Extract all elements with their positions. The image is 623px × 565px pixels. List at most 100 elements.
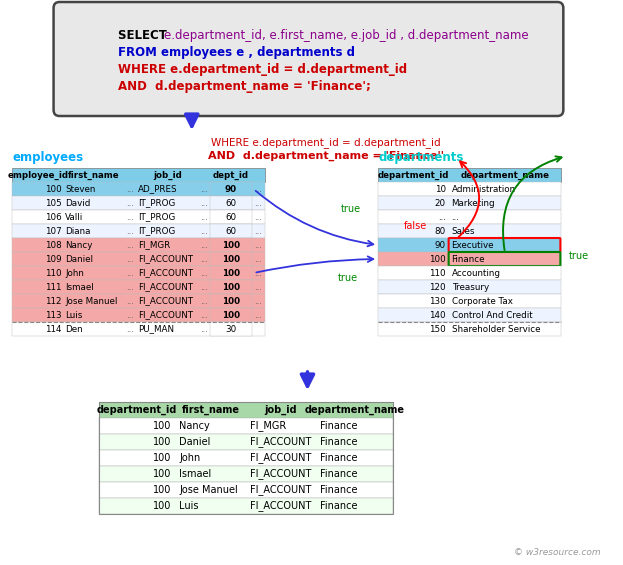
Text: 100: 100 bbox=[153, 485, 171, 495]
Bar bbox=[98, 450, 392, 466]
Text: 80: 80 bbox=[434, 227, 445, 236]
Bar bbox=[378, 238, 561, 252]
Text: 100: 100 bbox=[429, 254, 445, 263]
Text: Finance: Finance bbox=[320, 453, 358, 463]
Text: dept_id: dept_id bbox=[213, 171, 249, 180]
Text: 10: 10 bbox=[435, 185, 445, 193]
Text: 100: 100 bbox=[222, 311, 240, 319]
Text: IT_PROG: IT_PROG bbox=[138, 198, 175, 207]
Text: FI_ACCOUNT: FI_ACCOUNT bbox=[250, 468, 311, 480]
Text: FI_ACCOUNT: FI_ACCOUNT bbox=[138, 311, 193, 319]
Text: true: true bbox=[338, 273, 358, 283]
Text: 100: 100 bbox=[222, 254, 240, 263]
Text: ...: ... bbox=[201, 311, 209, 319]
Text: 130: 130 bbox=[429, 297, 445, 306]
Text: false: false bbox=[404, 221, 427, 231]
Text: 108: 108 bbox=[45, 241, 62, 250]
Text: Finance: Finance bbox=[452, 254, 485, 263]
Text: 100: 100 bbox=[153, 421, 171, 431]
Text: Nancy: Nancy bbox=[65, 241, 93, 250]
Text: Steven: Steven bbox=[65, 185, 96, 193]
Bar bbox=[12, 308, 265, 322]
Text: ...: ... bbox=[452, 212, 459, 221]
Text: e.department_id, e.first_name, e.job_id , d.department_name: e.department_id, e.first_name, e.job_id … bbox=[164, 29, 529, 42]
Text: Finance: Finance bbox=[320, 421, 358, 431]
Bar bbox=[12, 210, 265, 224]
Text: 106: 106 bbox=[45, 212, 62, 221]
Bar bbox=[12, 196, 265, 210]
Text: ...: ... bbox=[255, 297, 262, 306]
Text: 100: 100 bbox=[222, 241, 240, 250]
Bar bbox=[378, 196, 561, 210]
Text: ...: ... bbox=[126, 198, 134, 207]
Bar bbox=[211, 196, 252, 210]
Text: ...: ... bbox=[201, 241, 209, 250]
Text: department_id: department_id bbox=[97, 405, 177, 415]
Text: FI_ACCOUNT: FI_ACCOUNT bbox=[138, 268, 193, 277]
Text: Luis: Luis bbox=[179, 501, 199, 511]
Bar bbox=[12, 266, 265, 280]
Text: Executive: Executive bbox=[452, 241, 494, 250]
Text: Jose Manuel: Jose Manuel bbox=[65, 297, 118, 306]
Text: 112: 112 bbox=[45, 297, 62, 306]
Bar bbox=[211, 266, 252, 280]
Text: job_id: job_id bbox=[153, 171, 182, 180]
Text: Finance: Finance bbox=[320, 485, 358, 495]
Text: ...: ... bbox=[255, 311, 262, 319]
Text: FI_ACCOUNT: FI_ACCOUNT bbox=[250, 453, 311, 463]
Bar bbox=[378, 294, 561, 308]
Bar bbox=[378, 252, 561, 266]
Text: Luis: Luis bbox=[65, 311, 83, 319]
Text: departments: departments bbox=[378, 151, 464, 164]
Text: AND  d.department_name = 'Finance';: AND d.department_name = 'Finance'; bbox=[118, 80, 371, 93]
Bar bbox=[98, 498, 392, 514]
Text: Daniel: Daniel bbox=[179, 437, 211, 447]
Text: 100: 100 bbox=[153, 469, 171, 479]
Text: 30: 30 bbox=[226, 324, 237, 333]
Text: IT_PROG: IT_PROG bbox=[138, 212, 175, 221]
Text: PU_MAN: PU_MAN bbox=[138, 324, 174, 333]
Text: job_id: job_id bbox=[265, 405, 297, 415]
Bar bbox=[12, 280, 265, 294]
Bar bbox=[211, 294, 252, 308]
Text: David: David bbox=[65, 198, 91, 207]
Text: ...: ... bbox=[126, 297, 134, 306]
Text: ...: ... bbox=[126, 311, 134, 319]
Text: FI_ACCOUNT: FI_ACCOUNT bbox=[250, 437, 311, 447]
Text: ...: ... bbox=[255, 254, 262, 263]
Text: ...: ... bbox=[255, 212, 262, 221]
Bar bbox=[12, 322, 265, 336]
Text: Finance: Finance bbox=[320, 469, 358, 479]
Bar bbox=[12, 252, 265, 266]
Text: FI_ACCOUNT: FI_ACCOUNT bbox=[250, 501, 311, 511]
Text: ...: ... bbox=[201, 198, 209, 207]
Text: 90: 90 bbox=[225, 185, 237, 193]
Bar bbox=[98, 402, 392, 514]
Bar bbox=[211, 308, 252, 322]
Text: Control And Credit: Control And Credit bbox=[452, 311, 532, 319]
Bar bbox=[211, 252, 252, 266]
Text: 105: 105 bbox=[45, 198, 62, 207]
Text: IT_PROG: IT_PROG bbox=[138, 227, 175, 236]
Text: Marketing: Marketing bbox=[452, 198, 495, 207]
Text: ...: ... bbox=[201, 297, 209, 306]
Text: ...: ... bbox=[201, 185, 209, 193]
Text: 110: 110 bbox=[429, 268, 445, 277]
Text: 100: 100 bbox=[153, 501, 171, 511]
Bar bbox=[12, 238, 265, 252]
Text: 100: 100 bbox=[153, 437, 171, 447]
Text: 60: 60 bbox=[226, 198, 237, 207]
Text: WHERE e.department_id = d.department_id: WHERE e.department_id = d.department_id bbox=[211, 137, 441, 148]
Bar bbox=[12, 168, 265, 182]
Text: FI_ACCOUNT: FI_ACCOUNT bbox=[250, 485, 311, 496]
Text: ...: ... bbox=[255, 227, 262, 236]
Text: ...: ... bbox=[255, 268, 262, 277]
Text: 100: 100 bbox=[222, 282, 240, 292]
Text: SELECT: SELECT bbox=[118, 29, 171, 42]
Text: 120: 120 bbox=[429, 282, 445, 292]
Text: Accounting: Accounting bbox=[452, 268, 500, 277]
FancyBboxPatch shape bbox=[54, 2, 563, 116]
Text: 140: 140 bbox=[429, 311, 445, 319]
Text: Sales: Sales bbox=[452, 227, 475, 236]
Text: Jose Manuel: Jose Manuel bbox=[179, 485, 238, 495]
